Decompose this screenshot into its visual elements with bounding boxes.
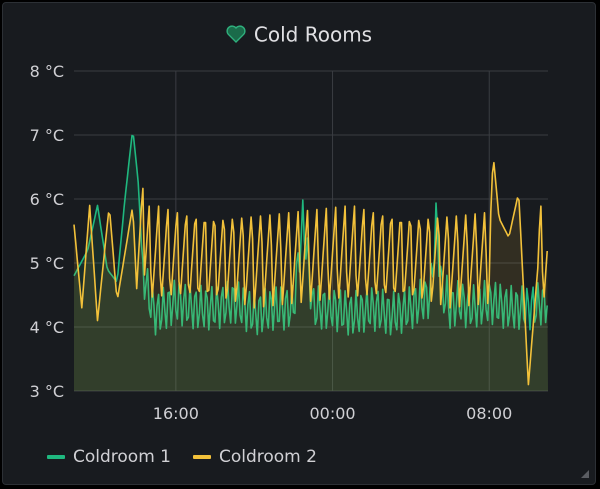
y-tick-label: 5 °C xyxy=(30,254,64,273)
y-tick-label: 6 °C xyxy=(30,190,64,209)
y-tick-label: 8 °C xyxy=(30,62,64,81)
legend-swatch-coldroom-1 xyxy=(47,455,65,459)
legend: Coldroom 1 Coldroom 2 xyxy=(47,447,317,467)
x-tick-label: 08:00 xyxy=(466,404,512,423)
x-tick-label: 16:00 xyxy=(153,404,199,423)
legend-item-coldroom-1[interactable]: Coldroom 1 xyxy=(47,447,171,467)
panel-header[interactable]: Cold Rooms xyxy=(3,21,595,47)
y-tick-label: 7 °C xyxy=(30,126,64,145)
series-line-2 xyxy=(73,161,548,386)
heart-icon xyxy=(226,25,246,43)
y-tick-label: 3 °C xyxy=(30,382,64,401)
x-tick-label: 00:00 xyxy=(309,404,355,423)
chart-panel: Cold Rooms Coldroom 1 Coldroom 2 xyxy=(2,2,596,485)
resize-handle-icon[interactable] xyxy=(581,470,589,478)
y-tick-label: 4 °C xyxy=(30,318,64,337)
panel-title: Cold Rooms xyxy=(253,22,373,47)
legend-label-coldroom-2: Coldroom 2 xyxy=(218,447,317,467)
legend-item-coldroom-2[interactable]: Coldroom 2 xyxy=(192,447,317,467)
legend-label-coldroom-1: Coldroom 1 xyxy=(73,447,171,467)
series-area-2 xyxy=(74,162,548,391)
legend-swatch-coldroom-2 xyxy=(192,455,211,459)
